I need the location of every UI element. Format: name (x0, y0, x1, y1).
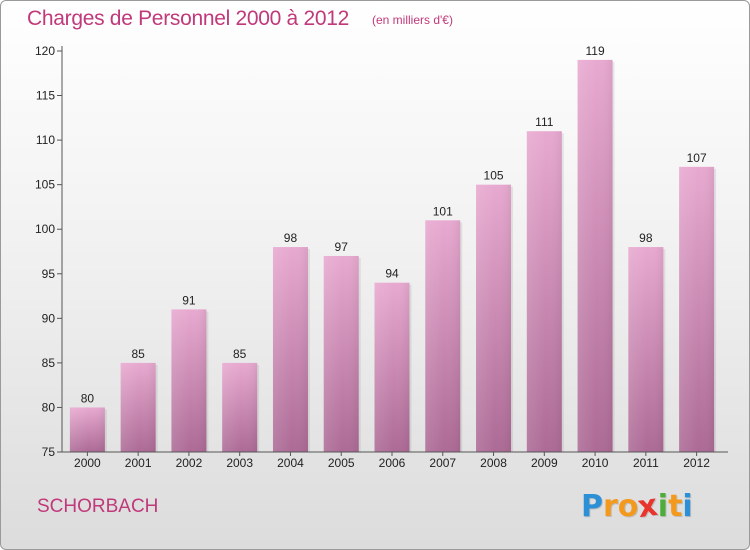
bar-highlight (69, 407, 105, 452)
data-label: 107 (687, 151, 707, 165)
x-tick-label: 2006 (379, 456, 406, 470)
y-tick-label: 100 (35, 222, 55, 236)
data-label: 119 (586, 44, 605, 58)
logo-letter: i (682, 489, 693, 524)
bar-highlight (171, 309, 207, 452)
logo-letter: o (617, 489, 639, 524)
logo-letter: P (581, 489, 603, 524)
x-tick-label: 2000 (74, 456, 101, 470)
x-tick-label: 2010 (582, 456, 609, 470)
bar-highlight (679, 166, 715, 452)
bars-group: 80 85 91 85 98 97 94 101 105 111 119 98 107 (69, 44, 717, 453)
data-label: 80 (81, 391, 95, 405)
logo-letter: r (603, 489, 618, 524)
data-label: 91 (182, 293, 196, 307)
bar-highlight (374, 282, 410, 452)
data-label: 98 (284, 231, 298, 245)
bar-highlight (526, 131, 562, 452)
y-tick-label: 75 (42, 445, 56, 459)
axes-group: 2000 2001 2002 2003 2004 2005 2006 2007 2008 2009… (35, 44, 728, 470)
logo-letter: i (657, 489, 669, 524)
x-tick-label: 2004 (277, 456, 304, 470)
data-label: 85 (233, 347, 247, 361)
data-label: 101 (433, 204, 453, 218)
y-tick-label: 105 (35, 178, 55, 192)
y-tick-label: 90 (42, 311, 56, 325)
proxiti-logo: Proxiti (581, 487, 693, 526)
y-tick-label: 115 (36, 89, 55, 103)
x-tick-label: 2008 (480, 456, 507, 470)
x-tick-label: 2002 (176, 456, 203, 470)
y-tick-label: 95 (42, 267, 56, 281)
bar-highlight (577, 59, 613, 453)
bar-highlight (628, 247, 664, 452)
data-label: 85 (131, 347, 145, 361)
chart-title: Charges de Personnel 2000 à 2012 (27, 7, 349, 30)
y-tick-label: 80 (42, 400, 56, 414)
chart-subtitle: (en milliers d'€) (372, 13, 453, 27)
x-tick-label: 2009 (531, 456, 558, 470)
bar-highlight (323, 255, 359, 452)
x-tick-label: 2003 (226, 456, 253, 470)
data-label: 105 (484, 169, 504, 183)
x-tick-label: 2001 (125, 456, 152, 470)
y-tick-label: 110 (36, 133, 55, 147)
x-tick-label: 2005 (328, 456, 355, 470)
logo-letter: x (636, 487, 661, 526)
bar-highlight (120, 362, 156, 452)
x-tick-label: 2012 (683, 456, 710, 470)
x-tick-label: 2007 (429, 456, 456, 470)
data-label: 94 (385, 267, 399, 281)
bar-highlight (222, 362, 258, 452)
data-label: 98 (639, 231, 653, 245)
x-tick-label: 2011 (633, 456, 659, 470)
y-tick-label: 120 (35, 44, 55, 58)
data-label: 97 (335, 240, 349, 254)
data-label: 111 (535, 115, 554, 129)
bar-highlight (272, 247, 308, 452)
bar-highlight (476, 184, 512, 452)
y-tick-label: 85 (42, 356, 56, 370)
commune-name: SCHORBACH (37, 496, 159, 517)
bar-highlight (425, 220, 461, 452)
logo-letter: t (668, 489, 683, 524)
